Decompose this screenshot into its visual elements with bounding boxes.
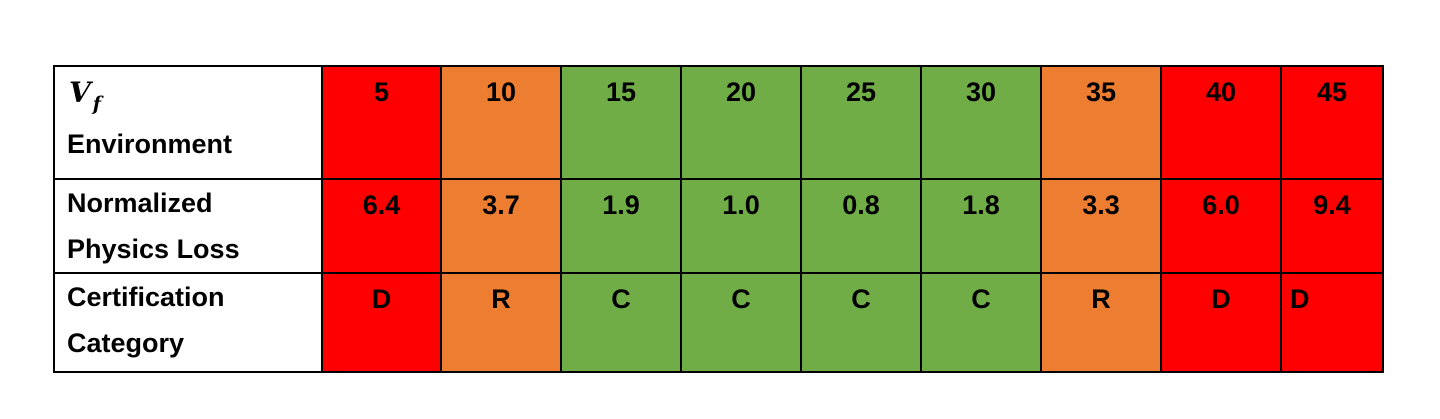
value-cell: D [321,272,442,373]
value-cell: 6.0 [1160,178,1282,274]
value-cell: 0.8 [800,178,922,274]
data-row: Certification Category D R C C C C R D D [53,272,1384,373]
header-value-cell: 10 [440,65,562,180]
value-cell: 3.7 [440,178,562,274]
header-value-cell: 20 [680,65,802,180]
value-cell: C [560,272,682,373]
row-label-cell: Certification Category [53,272,323,373]
header-label: Environment [67,129,233,159]
header-value-cell: 30 [920,65,1042,180]
header-value-cell: 40 [1160,65,1282,180]
header-value-cell: 45 [1280,65,1384,180]
value-cell: D [1280,272,1384,373]
value-cell: 3.3 [1040,178,1162,274]
header-value-cell: 35 [1040,65,1162,180]
value-cell: C [680,272,802,373]
value-cell: C [920,272,1042,373]
value-cell: 6.4 [321,178,442,274]
value-cell: D [1160,272,1282,373]
value-cell: 1.0 [680,178,802,274]
value-cell: C [800,272,922,373]
header-value-cell: 15 [560,65,682,180]
symbol: V [69,76,91,109]
value-cell: R [1040,272,1162,373]
value-cell: 1.9 [560,178,682,274]
value-cell: R [440,272,562,373]
symbol-subscript: f [92,93,101,115]
header-value-cell: 5 [321,65,442,180]
header-value-cell: 25 [800,65,922,180]
data-row: Normalized Physics Loss 6.4 3.7 1.9 1.0 0.8 1.… [53,178,1384,274]
value-cell: 1.8 [920,178,1042,274]
row-label-cell: Normalized Physics Loss [53,178,323,274]
value-cell: 9.4 [1280,178,1384,274]
